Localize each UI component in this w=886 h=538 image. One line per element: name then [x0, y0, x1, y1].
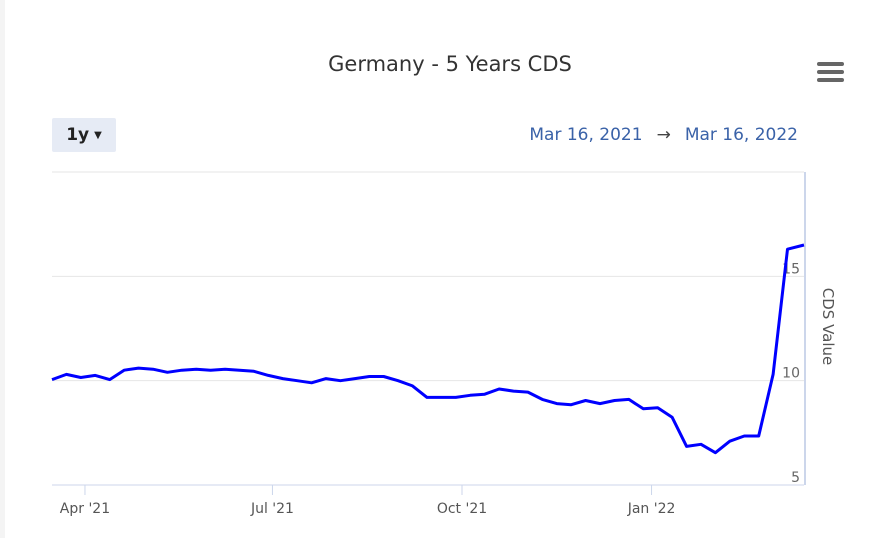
- date-from[interactable]: Mar 16, 2021: [529, 125, 643, 145]
- date-to[interactable]: Mar 16, 2022: [684, 125, 798, 145]
- series-line: [51, 243, 805, 455]
- x-tick-label: Apr '21: [60, 501, 110, 517]
- y-axis-title: CDS Value: [819, 288, 837, 366]
- hamburger-menu-icon[interactable]: [817, 62, 844, 84]
- x-tick-label: Oct '21: [437, 501, 487, 517]
- left-border: [0, 0, 5, 538]
- caret-down-icon: ▼: [94, 129, 102, 141]
- x-tick-label: Jan '22: [627, 501, 676, 517]
- y-tick-label: 10: [782, 366, 800, 382]
- arrow-icon: →: [656, 125, 671, 145]
- date-range: Mar 16, 2021 → Mar 16, 2022: [529, 125, 798, 145]
- x-tick-label: Jul '21: [250, 501, 294, 517]
- range-label: 1y: [66, 125, 90, 145]
- chart-title: Germany - 5 Years CDS: [328, 52, 572, 76]
- range-selector-button[interactable]: 1y ▼: [52, 118, 116, 152]
- y-tick-label: 5: [791, 470, 800, 486]
